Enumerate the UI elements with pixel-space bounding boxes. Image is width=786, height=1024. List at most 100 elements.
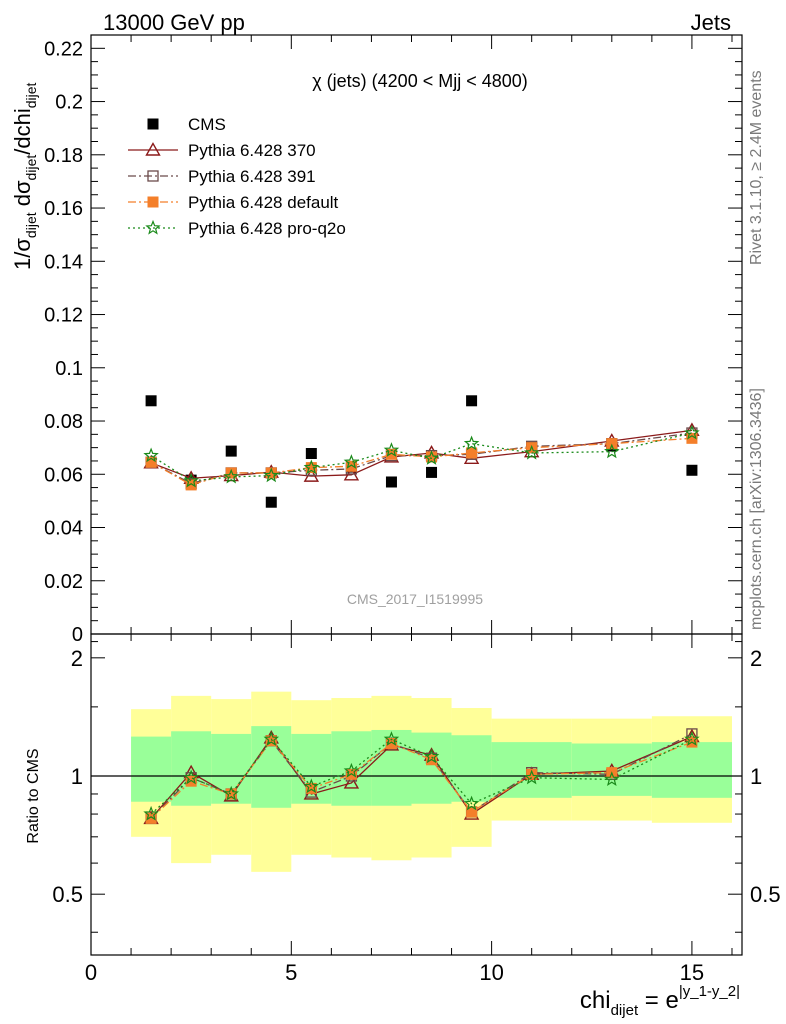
- ratio-series-2-line: [150, 739, 693, 819]
- main-series-0-point-11: [686, 464, 698, 476]
- main-y-tick-label-1: 0.02: [44, 571, 83, 593]
- ratio-series-3-point-8: [463, 795, 480, 811]
- main-series-3-point-4: [305, 462, 317, 474]
- ratio-series-2-point-2: [225, 788, 237, 800]
- x-label-main: chi: [580, 987, 611, 1014]
- analysis-watermark: CMS_2017_I1519995: [347, 591, 483, 607]
- main-series-3-point-0: [145, 456, 157, 468]
- legend-label-2: Pythia 6.428 391: [188, 167, 316, 186]
- main-y-tick-label-8: 0.16: [44, 198, 83, 220]
- x-label-sub: dijet: [611, 1002, 639, 1019]
- ratio-band-inner-0: [131, 736, 172, 802]
- main-series-3-point-5: [345, 460, 357, 472]
- ratio-band-inner-5: [331, 731, 372, 806]
- main-series-0-point-3: [265, 496, 277, 508]
- main-series-4-point-2: [223, 468, 239, 484]
- ratio-series-3-point-7: [423, 748, 440, 764]
- ratio-band-inner-7: [411, 732, 452, 804]
- ratio-series-3-point-4: [303, 778, 320, 794]
- ratio-band-inner-8: [451, 735, 492, 802]
- legend-label-3: Pythia 6.428 default: [188, 193, 339, 212]
- main-y-tick-label-7: 0.14: [44, 251, 83, 273]
- main-series-0-point-2: [225, 445, 237, 457]
- ratio-series-2-point-3: [265, 735, 277, 747]
- ratio-series-2-point-9: [526, 768, 538, 780]
- ratio-y-tick-label-right-1: 1: [750, 764, 762, 789]
- header-right: Jets: [691, 10, 731, 35]
- ratio-panel: 0.5 0.5 1 1 2 2 0 5 10 15: [52, 633, 781, 985]
- legend-marker-0: [147, 118, 159, 130]
- main-series-4-point-1: [183, 472, 199, 488]
- main-series-0-point-7: [426, 466, 438, 478]
- ratio-series-3-point-9: [523, 769, 540, 785]
- legend: CMS Pythia 6.428 370 Pythia 6.428 391 Pythi…: [128, 115, 346, 238]
- legend-marker-2: [147, 170, 159, 182]
- ratio-frame: [90, 633, 743, 956]
- main-y-tick-label-2: 0.04: [44, 518, 83, 540]
- x-tick-label-2: 10: [479, 960, 503, 985]
- main-y-tick-label-9: 0.18: [44, 145, 83, 167]
- ratio-y-tick-label-1: 1: [71, 764, 83, 789]
- main-series-4-point-8: [463, 435, 480, 451]
- main-series-1-line: [150, 429, 693, 479]
- main-y-tick-label-10: 0.2: [55, 92, 83, 114]
- legend-label-4: Pythia 6.428 pro-q2o: [188, 219, 346, 238]
- ratio-series-2-point-4: [305, 782, 317, 794]
- main-series-0-point-6: [385, 476, 397, 488]
- main-series-0-point-8: [466, 395, 478, 407]
- main-plot-title: χ (jets) (4200 < Mjj < 4800): [312, 71, 528, 91]
- main-series-4-point-5: [343, 454, 360, 469]
- ratio-y-tick-label-right-2: 2: [750, 646, 762, 671]
- ratio-y-tick-label-right-0: 0.5: [750, 882, 781, 907]
- main-panel: χ (jets) (4200 < Mjj < 4800) CMS_2017_I1…: [44, 34, 743, 646]
- main-series-3-point-7: [426, 451, 438, 463]
- main-series-4-point-10: [604, 443, 620, 459]
- main-series-4-point-4: [303, 459, 320, 475]
- main-y-tick-label-6: 0.12: [44, 305, 83, 327]
- ratio-y-axis-label: Ratio to CMS: [25, 748, 42, 843]
- main-y-tick-label-0: 0: [72, 624, 83, 646]
- ratio-y-tick-label-0: 0.5: [52, 882, 83, 907]
- x-tick-label-0: 0: [85, 960, 97, 985]
- header-left: 13000 GeV pp: [103, 10, 245, 35]
- main-series-0: [145, 395, 698, 508]
- y-label-main: 1/σ: [10, 238, 35, 270]
- y-label-sub1: dijet: [23, 212, 39, 238]
- ratio-band-inner-11: [651, 742, 732, 798]
- main-y-tick-label-3: 0.06: [44, 464, 83, 486]
- ratio-series-3-point-11: [684, 731, 700, 746]
- main-series-4-point-11: [684, 424, 700, 440]
- main-series-4-point-6: [383, 442, 400, 457]
- ratio-series-3-point-2: [223, 785, 239, 801]
- legend-label-1: Pythia 6.428 370: [188, 141, 316, 160]
- x-label-sup: |y_1-y_2|: [679, 983, 740, 1000]
- main-series-0-point-0: [145, 395, 157, 407]
- main-series-4-point-9: [523, 444, 540, 460]
- main-series-2-line: [150, 432, 693, 485]
- ratio-series-2-point-6: [385, 738, 397, 750]
- main-series-3-point-3: [265, 467, 277, 479]
- mcplots-reference-text: mcplots.cern.ch [arXiv:1306.3436]: [748, 388, 765, 630]
- ratio-series-3-point-1: [183, 769, 199, 785]
- main-series-4: [143, 424, 700, 488]
- main-series-4-point-3: [263, 467, 280, 483]
- main-series-0-point-4: [305, 448, 317, 460]
- main-series-3-point-11: [686, 432, 698, 444]
- y-label-sub2: dijet: [23, 155, 39, 181]
- ratio-series-3-point-0: [143, 805, 159, 821]
- ratio-y-tick-label-2: 2: [71, 646, 83, 671]
- y-label-tail: /dchi: [10, 108, 35, 154]
- x-label-eq: = e: [638, 987, 679, 1014]
- ratio-series-0-point-5: [343, 775, 360, 789]
- legend-marker-3: [147, 196, 159, 208]
- legend-marker-4: [145, 219, 161, 235]
- ratio-series-3-line: [150, 738, 693, 815]
- y-label-mid: dσ: [10, 180, 35, 212]
- main-series-4-point-7: [423, 450, 440, 465]
- y-label-sub3: dijet: [23, 82, 39, 108]
- legend-label-0: CMS: [188, 115, 226, 134]
- ratio-series-3-point-3: [263, 731, 280, 746]
- legend-marker-1: [145, 142, 161, 156]
- main-y-tick-label-4: 0.08: [44, 411, 83, 433]
